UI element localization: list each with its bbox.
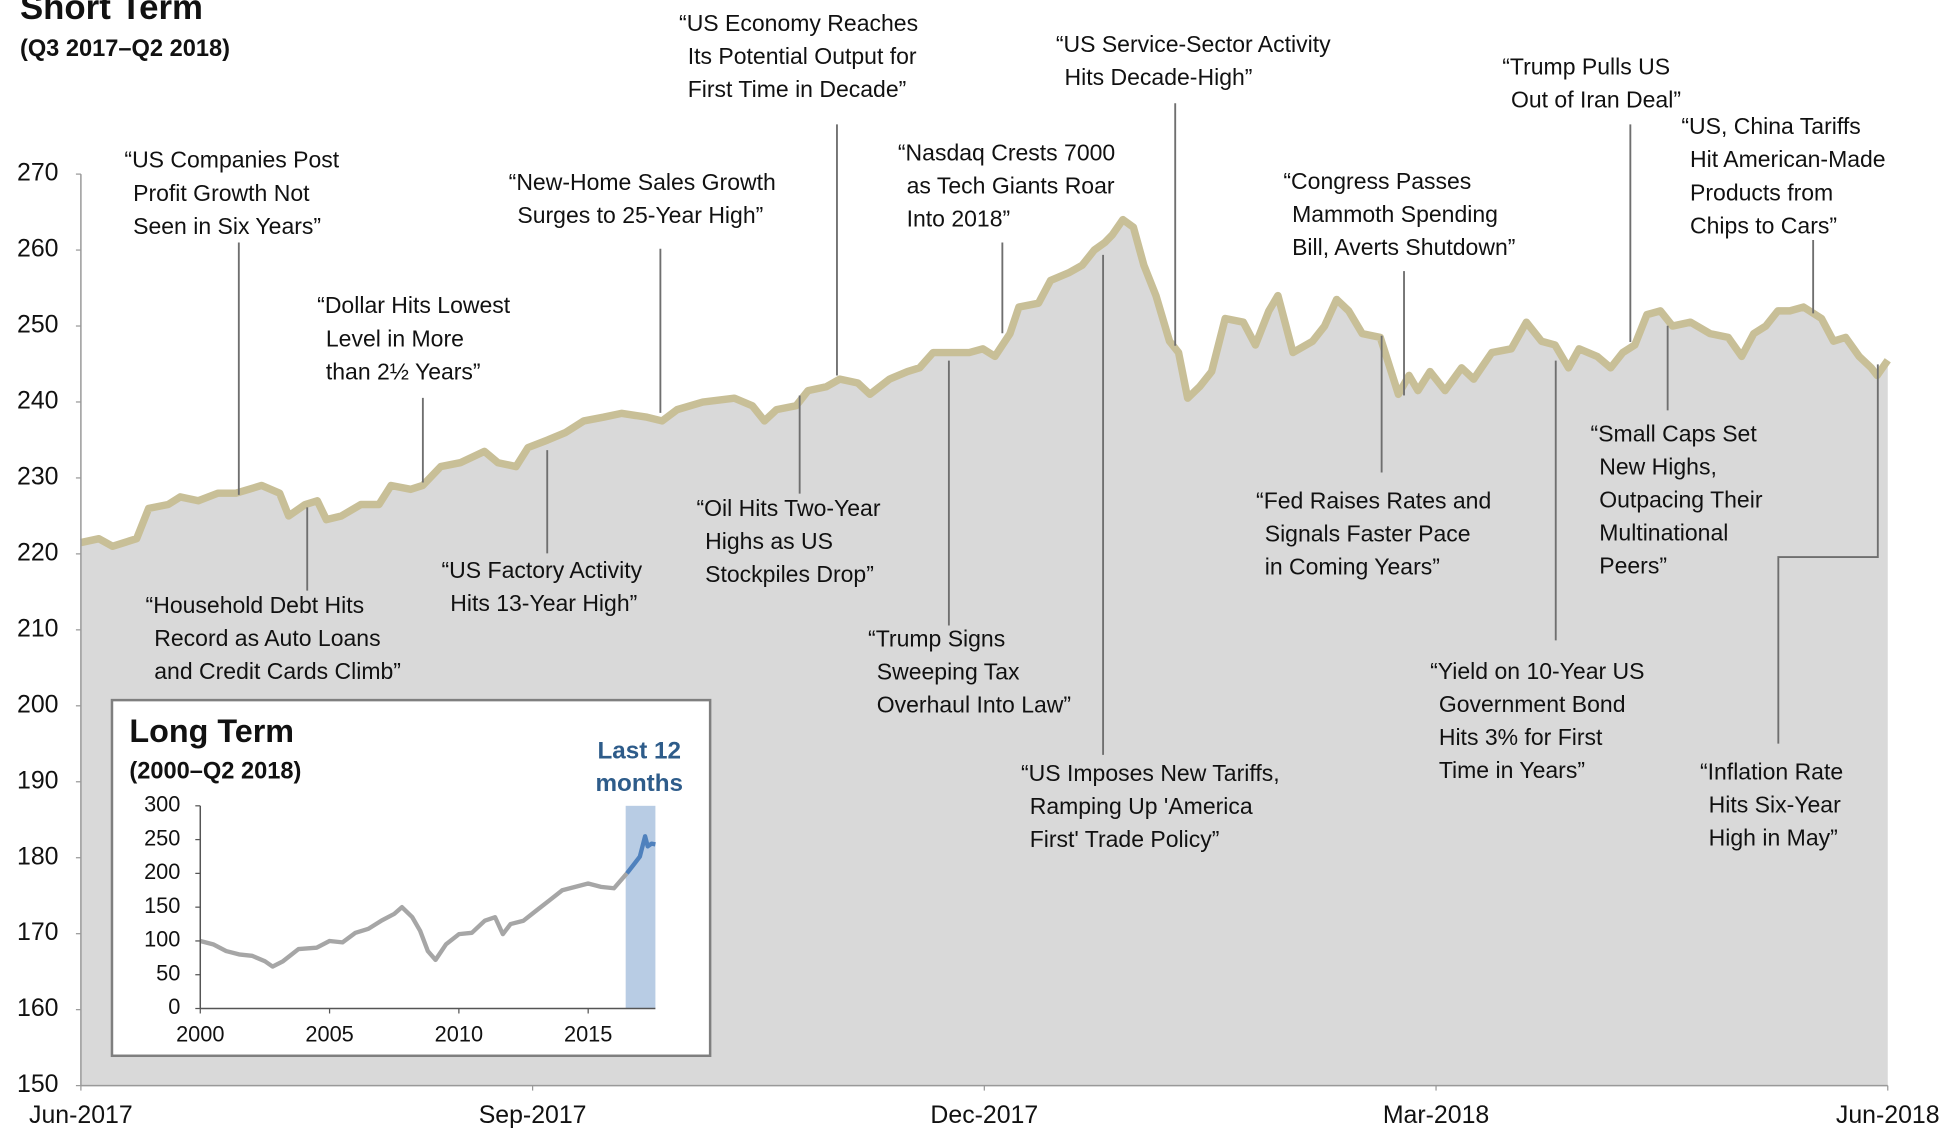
annotation: “New-Home Sales Growth xyxy=(509,169,776,195)
y-tick-label: 0 xyxy=(168,994,180,1019)
y-tick-label: 160 xyxy=(17,994,58,1022)
annotation: and Credit Cards Climb” xyxy=(154,658,401,684)
annotation: Multinational xyxy=(1599,520,1728,546)
annotation: Record as Auto Loans xyxy=(154,625,380,651)
annotation: Out of Iran Deal” xyxy=(1511,87,1681,113)
annotation: “Nasdaq Crests 7000 xyxy=(898,139,1115,165)
y-tick-label: 180 xyxy=(17,842,58,870)
line xyxy=(199,871,629,969)
annotation: Products from xyxy=(1690,179,1833,205)
annotation: Signals Faster Pace xyxy=(1265,521,1471,547)
annotation: Hit American-Made xyxy=(1690,146,1886,172)
x-tick-label: 2010 xyxy=(435,1022,483,1047)
chart-subtitle: (Q3 2017–Q2 2018) xyxy=(20,36,230,62)
chart-title: Short Term xyxy=(20,0,203,27)
y-tick-label: 150 xyxy=(144,893,180,918)
annotation: Stockpiles Drop” xyxy=(705,561,874,587)
x-tick-label: Jun-2017 xyxy=(29,1101,133,1129)
x-tick-label: Jun-2018 xyxy=(1836,1101,1940,1129)
annotation: Its Potential Output for xyxy=(688,43,917,69)
x-tick-label: Mar-2018 xyxy=(1383,1101,1489,1129)
x-tick-label: 2005 xyxy=(305,1022,353,1047)
annotation: “Yield on 10-Year US xyxy=(1430,658,1644,684)
highlight-label: months xyxy=(595,770,683,797)
annotation: High in May” xyxy=(1709,825,1838,851)
annotation: Sweeping Tax xyxy=(877,659,1020,685)
y-tick-label: 200 xyxy=(144,859,180,884)
y-tick-label: 200 xyxy=(17,690,58,718)
inset-title: Long Term xyxy=(129,713,294,749)
y-tick-label: 250 xyxy=(17,311,58,339)
annotation: Seen in Six Years” xyxy=(133,213,321,239)
highlight-label: Last 12 xyxy=(597,738,681,765)
leader-line xyxy=(1777,364,1879,744)
highlight-band xyxy=(625,805,656,1009)
annotation: “US Economy Reaches xyxy=(679,10,918,36)
annotation: as Tech Giants Roar xyxy=(907,172,1115,198)
inset-box xyxy=(110,698,712,1058)
y-tick-label: 260 xyxy=(17,235,58,263)
annotation: New Highs, xyxy=(1599,453,1717,479)
annotation: “US, China Tariffs xyxy=(1681,113,1860,139)
y-tick-label: 230 xyxy=(17,462,58,490)
inset-subtitle: (2000–Q2 2018) xyxy=(129,758,301,784)
annotation: Hits Decade-High” xyxy=(1065,64,1253,90)
annotation: in Coming Years” xyxy=(1265,554,1440,580)
x-tick-label: 2000 xyxy=(176,1022,224,1047)
annotation: Hits Six-Year xyxy=(1709,792,1841,818)
annotation: Ramping Up 'America xyxy=(1030,793,1253,819)
y-tick-label: 250 xyxy=(144,825,180,850)
y-tick-label: 300 xyxy=(144,792,180,817)
annotation: “US Imposes New Tariffs, xyxy=(1021,760,1280,786)
annotation: “Dollar Hits Lowest xyxy=(317,292,511,318)
annotation: Bill, Averts Shutdown” xyxy=(1292,234,1515,260)
annotation: Peers” xyxy=(1599,553,1667,579)
annotation: “Congress Passes xyxy=(1283,168,1471,194)
y-tick-label: 220 xyxy=(17,538,58,566)
annotation: Hits 13-Year High” xyxy=(450,590,637,616)
x-tick-label: 2015 xyxy=(564,1022,612,1047)
annotation: Surges to 25-Year High” xyxy=(517,202,763,228)
annotation: “Fed Raises Rates and xyxy=(1256,487,1491,513)
y-tick-label: 190 xyxy=(17,766,58,794)
annotation: Profit Growth Not xyxy=(133,180,310,206)
y-tick-label: 150 xyxy=(17,1070,58,1098)
annotation: “US Service-Sector Activity xyxy=(1056,31,1331,57)
line xyxy=(625,834,656,875)
annotation: “US Factory Activity xyxy=(442,557,643,583)
annotation: than 2½ Years” xyxy=(326,358,481,384)
annotation: “Trump Signs xyxy=(868,626,1005,652)
y-tick-label: 170 xyxy=(17,918,58,946)
y-tick-label: 100 xyxy=(144,927,180,952)
annotation: “Trump Pulls US xyxy=(1502,53,1670,79)
annotation: First Time in Decade” xyxy=(688,76,907,102)
annotation: “Oil Hits Two-Year xyxy=(696,495,880,521)
annotation: Time in Years” xyxy=(1439,757,1585,783)
x-tick-label: Sep-2017 xyxy=(479,1101,587,1129)
y-tick-label: 50 xyxy=(156,960,180,985)
annotation: Government Bond xyxy=(1439,691,1626,717)
annotation: “Inflation Rate xyxy=(1700,759,1843,785)
annotation: Overhaul Into Law” xyxy=(877,692,1071,718)
annotation: “Household Debt Hits xyxy=(146,592,365,618)
annotation: “Small Caps Set xyxy=(1591,420,1758,446)
y-tick-label: 240 xyxy=(17,387,58,415)
y-tick-label: 270 xyxy=(17,159,58,187)
annotation: Level in More xyxy=(326,325,464,351)
annotation: Highs as US xyxy=(705,528,833,554)
annotation: Into 2018” xyxy=(907,205,1011,231)
annotation: First' Trade Policy” xyxy=(1030,826,1220,852)
annotation: Hits 3% for First xyxy=(1439,724,1603,750)
x-tick-label: Dec-2017 xyxy=(930,1101,1038,1129)
y-tick-label: 210 xyxy=(17,614,58,642)
annotation: Mammoth Spending xyxy=(1292,201,1498,227)
annotation: Chips to Cars” xyxy=(1690,212,1837,238)
annotation: “US Companies Post xyxy=(124,147,339,173)
annotation: Outpacing Their xyxy=(1599,486,1763,512)
line xyxy=(80,215,1891,551)
